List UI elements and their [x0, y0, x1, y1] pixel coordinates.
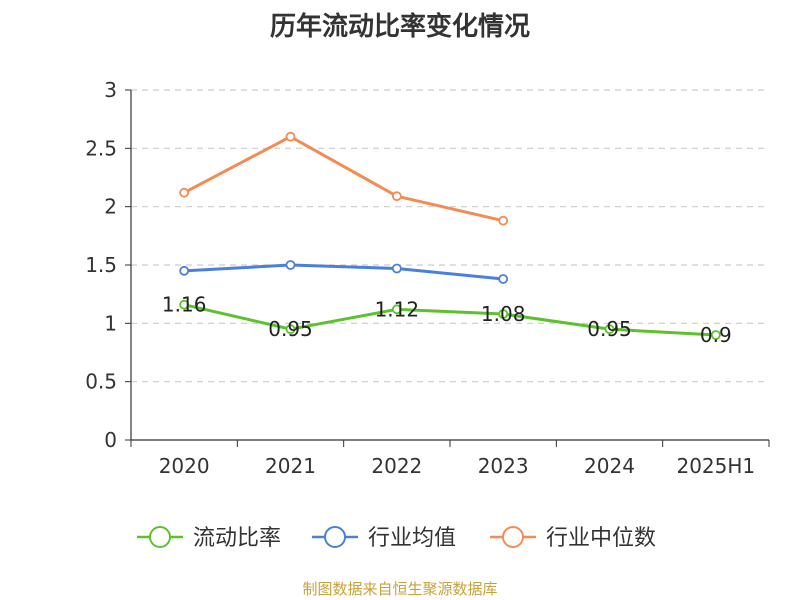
data-point[interactable]	[391, 304, 402, 315]
data-point[interactable]	[710, 330, 721, 340]
series-lines	[179, 131, 721, 340]
series-line-1	[184, 263, 504, 281]
legend-item-0[interactable]: 流动比率	[137, 526, 281, 551]
y-tick-label: 3	[104, 78, 117, 102]
legend-label: 流动比率	[193, 526, 281, 551]
x-tick-label: 2025H1	[676, 454, 755, 478]
data-point[interactable]	[498, 274, 509, 284]
data-label: 1.16	[162, 293, 207, 317]
legend-item-1[interactable]: 行业均值	[312, 526, 456, 551]
x-tick-label: 2023	[478, 454, 529, 478]
data-point[interactable]	[285, 260, 296, 270]
data-point[interactable]	[179, 187, 190, 198]
legend-swatch-marker	[149, 526, 171, 548]
data-point[interactable]	[285, 324, 296, 335]
legend: 流动比率 行业均值 行业中位数	[137, 526, 656, 551]
legend-swatch-marker	[502, 526, 524, 548]
chart-title: 历年流动比率变化情况	[269, 12, 530, 42]
series-line-0	[183, 303, 716, 337]
data-label: 1.08	[481, 302, 526, 326]
footer-source: 制图数据来自恒生聚源数据库	[302, 580, 498, 598]
data-point[interactable]	[604, 324, 615, 335]
legend-item-2[interactable]: 行业中位数	[490, 526, 656, 551]
legend-label: 行业均值	[368, 526, 456, 551]
data-point[interactable]	[391, 191, 402, 202]
data-label: 0.95	[587, 317, 632, 341]
data-labels: 1.16 0.95 1.12 1.08 0.95 0.9	[162, 293, 732, 347]
legend-label: 行业中位数	[546, 526, 656, 551]
y-tick-label: 2	[104, 195, 117, 219]
data-point[interactable]	[179, 265, 190, 276]
data-point[interactable]	[391, 263, 402, 274]
y-tick-label: 1	[104, 311, 117, 335]
data-point[interactable]	[285, 131, 296, 142]
x-tick-label: 2024	[584, 454, 635, 478]
y-tick-label: 1.5	[85, 253, 117, 277]
x-tick-label: 2021	[265, 454, 316, 478]
axes: 0 0.5 1 1.5 2 2.5 3 2020 2021 2022 2023 2024 2025H1	[85, 78, 770, 478]
data-label: 0.9	[700, 323, 732, 347]
x-tick-label: 2022	[371, 454, 422, 478]
y-tick-label: 2.5	[85, 136, 117, 160]
grid-lines	[131, 89, 769, 383]
x-tick-label: 2020	[159, 454, 210, 478]
data-point[interactable]	[498, 215, 509, 226]
data-label: 0.95	[268, 317, 313, 341]
series-line-2	[183, 135, 504, 223]
data-label: 1.12	[375, 297, 420, 321]
data-point[interactable]	[498, 309, 509, 319]
y-tick-label: 0	[104, 428, 117, 452]
y-tick-label: 0.5	[85, 370, 117, 394]
data-point[interactable]	[179, 299, 190, 310]
legend-swatch-marker	[324, 526, 346, 548]
